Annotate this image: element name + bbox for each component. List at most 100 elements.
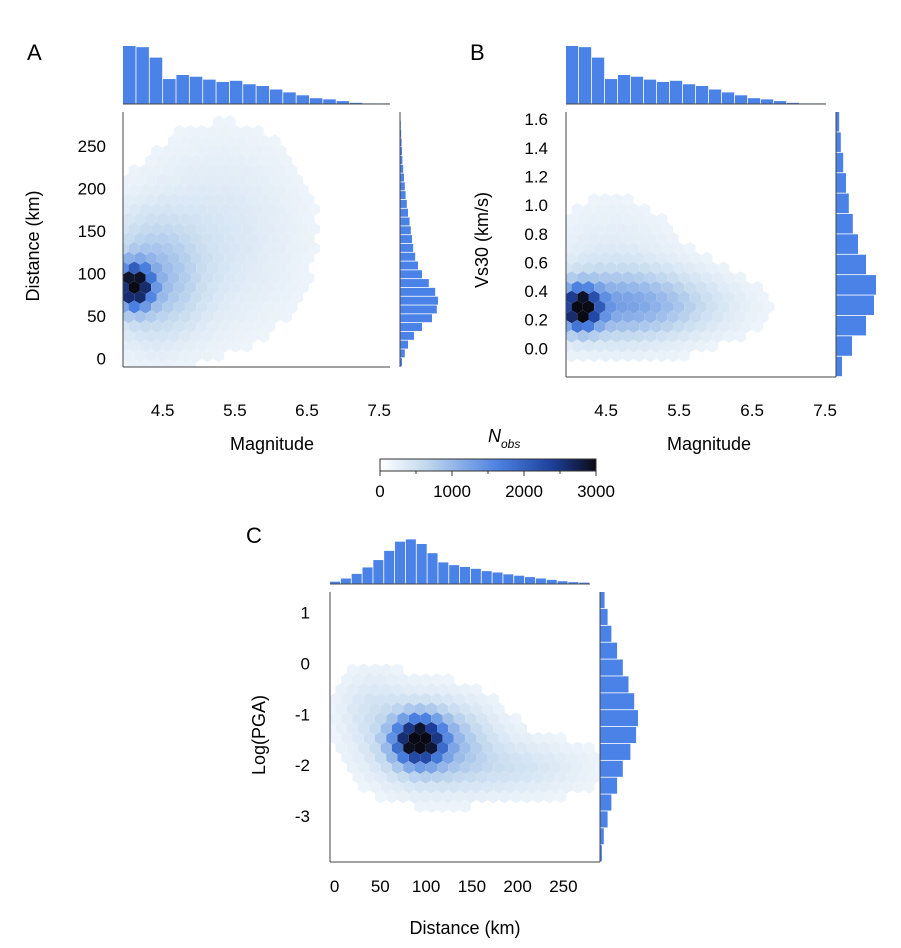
hexbin-cell [611, 251, 623, 265]
hexbin-cell [639, 281, 651, 294]
hexbin-cell [128, 320, 140, 333]
hexbin-cell [465, 712, 477, 726]
hexbin-cell [235, 271, 247, 285]
x-hist-bar [579, 47, 592, 104]
hexbin-cell [123, 329, 135, 343]
x-hist-bar [761, 99, 774, 104]
hexbin-cell [470, 761, 482, 774]
hexbin-cell [162, 281, 174, 294]
hexbin-cell [184, 300, 197, 314]
hexbin-cell [308, 222, 320, 236]
hexbin-cell [190, 154, 202, 168]
hexbin-cell [263, 242, 275, 255]
hexbin-cell [156, 349, 168, 363]
hexbin-cell [179, 212, 191, 226]
hexbin-cell [162, 164, 174, 177]
x-hist-bar [670, 80, 683, 104]
x-hist-bar [631, 76, 644, 104]
hexbin-cell [184, 261, 197, 275]
hexbin-cell [397, 751, 409, 765]
hexbin-cell [269, 251, 281, 265]
hexbin-cell [297, 281, 309, 294]
hexbin-cell [644, 290, 657, 304]
hexbin-cell [555, 770, 567, 784]
hexbin-cell [391, 722, 404, 735]
panel-c-y-histogram [600, 592, 638, 862]
hexbin-cell [190, 349, 202, 363]
hexbin-cell [341, 731, 353, 745]
hexbin-cell [275, 164, 287, 177]
hexbin-cell [258, 310, 270, 324]
y-tick-label: 1 [301, 603, 310, 622]
hexbin-cell [527, 780, 539, 794]
hexbin-cell [184, 183, 197, 197]
hexbin-cell [139, 164, 152, 177]
hexbin-cell [145, 212, 157, 226]
x-hist-bar [696, 86, 709, 104]
hexbin-cell [213, 290, 225, 304]
hexbin-cell [291, 232, 304, 246]
y-tick-label: -1 [295, 705, 310, 724]
hexbin-cell [420, 731, 432, 745]
hexbin-cell [168, 310, 180, 324]
hexbin-cell [258, 329, 270, 343]
hexbin-cell [308, 203, 320, 216]
hexbin-cell [572, 780, 584, 794]
colorbar-label-subscript: obs [501, 437, 520, 451]
hexbin-cell [633, 232, 645, 246]
hexbin-cell [335, 702, 347, 716]
x-hist-bar [163, 79, 176, 104]
hexbin-cell [549, 741, 561, 755]
y-tick-label: -3 [295, 807, 310, 826]
hexbin-cell [224, 154, 236, 168]
hexbin-cell [431, 790, 443, 804]
hexbin-cell [571, 222, 583, 236]
hexbin-cell [230, 183, 242, 197]
hexbin-cell [588, 251, 600, 265]
hexbin-cell [341, 692, 353, 706]
y-tick-label: 0.6 [524, 253, 548, 272]
hexbin-cell [560, 780, 573, 794]
hexbin-cell [515, 722, 527, 735]
hexbin-cell [201, 251, 214, 265]
hexbin-cell [470, 741, 482, 755]
hexbin-cell [588, 290, 600, 304]
y-tick-label: 0 [301, 654, 310, 673]
hexbin-cell [521, 770, 533, 784]
hexbin-cell [213, 251, 225, 265]
hexbin-cell [605, 320, 617, 333]
hexbin-cell [151, 164, 163, 177]
panel-b-x-histogram [566, 46, 826, 104]
hexbin-cell [442, 692, 454, 706]
hexbin-cell [684, 300, 696, 314]
hexbin-cell [493, 702, 505, 716]
hexbin-cell [577, 751, 589, 765]
hexbin-cell [269, 134, 281, 148]
hexbin-cell [605, 300, 617, 314]
hexbin-cell [213, 115, 225, 129]
hexbin-cell [275, 144, 287, 158]
hexbin-cell [303, 193, 315, 207]
hexbin-cell [218, 125, 230, 138]
hexbin-cell [352, 673, 364, 687]
hexbin-cell [123, 300, 129, 314]
hexbin-cell [515, 741, 527, 755]
hexbin-cell [269, 212, 281, 226]
hexbin-cell [145, 173, 157, 187]
hexbin-cell [465, 751, 477, 765]
hexbin-cell [420, 692, 432, 706]
hexbin-cell [723, 290, 735, 304]
hexbin-cell [386, 692, 398, 706]
hexbin-cell [263, 144, 275, 158]
panel-b-x-tick-labels: 4.5 5.5 6.5 7.5 [594, 401, 837, 420]
x-tick-label: 0 [330, 877, 339, 896]
hexbin-cell [190, 290, 202, 304]
hexbin-cell [258, 212, 270, 226]
hexbin-cell [442, 751, 454, 765]
hexbin-cell [577, 251, 589, 265]
hexbin-cell [128, 300, 140, 314]
y-hist-bar [400, 199, 407, 208]
hexbin-cell [151, 281, 163, 294]
hexbin-cell [566, 339, 572, 353]
hexbin-cell [275, 242, 287, 255]
